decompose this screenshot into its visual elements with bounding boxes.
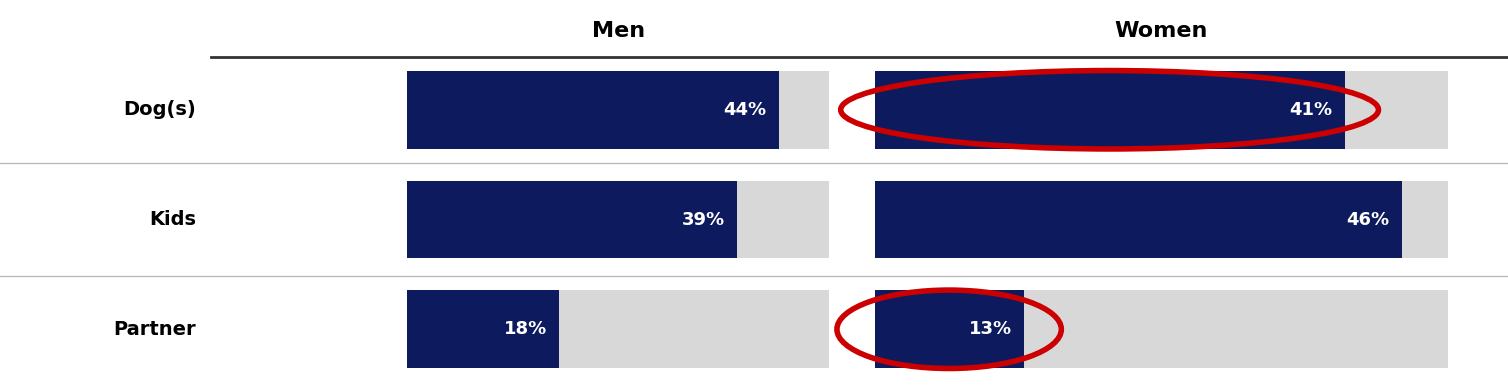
FancyBboxPatch shape <box>875 290 1024 368</box>
Text: Men: Men <box>591 21 645 42</box>
FancyBboxPatch shape <box>407 71 829 149</box>
FancyBboxPatch shape <box>407 290 829 368</box>
Text: Partner: Partner <box>113 320 196 339</box>
FancyBboxPatch shape <box>407 181 829 258</box>
Text: 18%: 18% <box>504 320 547 338</box>
Text: 44%: 44% <box>724 101 766 119</box>
FancyBboxPatch shape <box>875 181 1402 258</box>
FancyBboxPatch shape <box>875 181 1448 258</box>
FancyBboxPatch shape <box>407 290 559 368</box>
FancyBboxPatch shape <box>875 290 1448 368</box>
Text: Women: Women <box>1114 21 1208 42</box>
FancyBboxPatch shape <box>407 71 778 149</box>
FancyBboxPatch shape <box>875 71 1448 149</box>
Text: 13%: 13% <box>968 320 1012 338</box>
Text: 39%: 39% <box>682 211 724 229</box>
Text: 41%: 41% <box>1289 101 1333 119</box>
Text: Dog(s): Dog(s) <box>124 100 196 119</box>
FancyBboxPatch shape <box>875 71 1345 149</box>
Text: 46%: 46% <box>1347 211 1390 229</box>
FancyBboxPatch shape <box>407 181 736 258</box>
Text: Kids: Kids <box>149 210 196 229</box>
